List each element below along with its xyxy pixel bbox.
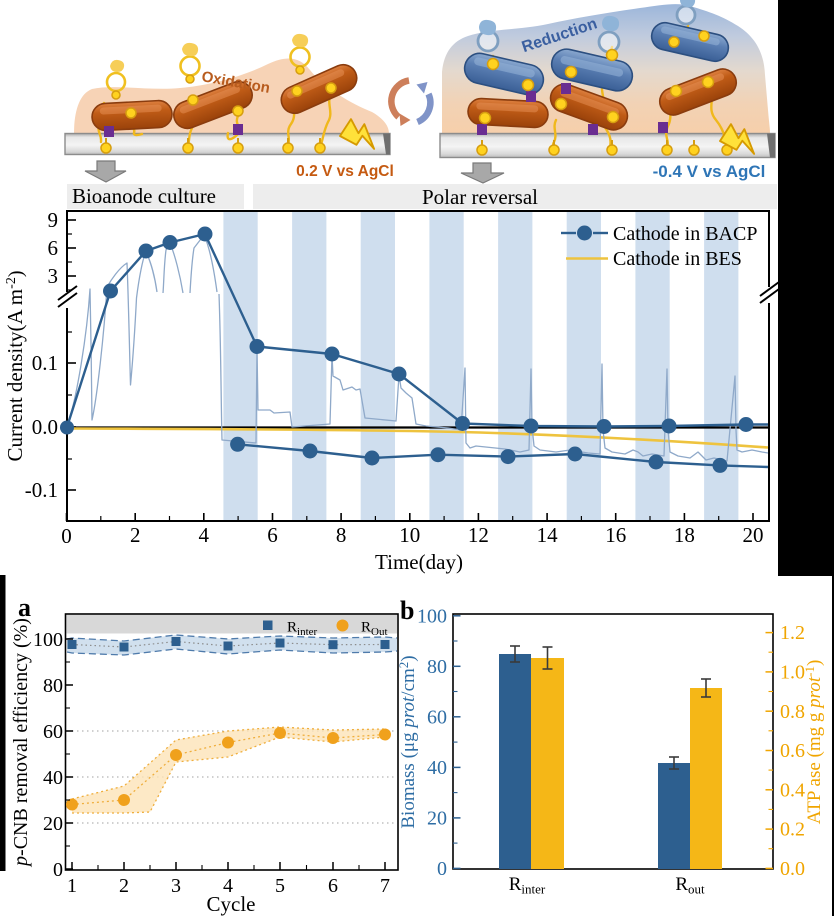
svg-text:0.4: 0.4 bbox=[780, 780, 805, 802]
svg-text:5: 5 bbox=[275, 875, 285, 897]
svg-text:0: 0 bbox=[61, 524, 72, 548]
svg-text:1: 1 bbox=[67, 875, 77, 897]
svg-text:80: 80 bbox=[43, 675, 63, 697]
svg-text:Cathode in BACP: Cathode in BACP bbox=[613, 223, 757, 245]
svg-text:12: 12 bbox=[468, 523, 489, 547]
svg-text:4: 4 bbox=[199, 523, 210, 547]
svg-text:3: 3 bbox=[48, 264, 59, 288]
svg-text:Cycle: Cycle bbox=[207, 892, 256, 916]
svg-text:16: 16 bbox=[605, 523, 626, 547]
svg-text:Rout: Rout bbox=[675, 874, 705, 897]
svg-text:40: 40 bbox=[43, 767, 63, 789]
svg-text:2: 2 bbox=[119, 875, 129, 897]
svg-text:-0.4 V vs AgCl: -0.4 V vs AgCl bbox=[653, 162, 766, 181]
svg-text:0.0: 0.0 bbox=[32, 415, 58, 439]
svg-text:6: 6 bbox=[267, 523, 278, 547]
svg-text:Cathode in BES: Cathode in BES bbox=[613, 248, 742, 270]
svg-text:80: 80 bbox=[427, 656, 447, 678]
svg-text:0.2 V vs AgCl: 0.2 V vs AgCl bbox=[296, 163, 394, 180]
svg-text:0: 0 bbox=[437, 858, 447, 880]
svg-text:18: 18 bbox=[674, 523, 695, 547]
svg-text:20: 20 bbox=[427, 808, 447, 830]
svg-text:a: a bbox=[18, 593, 31, 622]
svg-text:Polar reversal: Polar reversal bbox=[422, 185, 538, 209]
svg-text:8: 8 bbox=[336, 523, 347, 547]
svg-text:Bioanode culture: Bioanode culture bbox=[72, 184, 216, 208]
svg-text:Time(day): Time(day) bbox=[375, 550, 463, 574]
svg-text:100: 100 bbox=[33, 629, 63, 651]
svg-text:20: 20 bbox=[43, 813, 63, 835]
svg-text:6: 6 bbox=[48, 236, 59, 260]
svg-text:Rinter: Rinter bbox=[509, 874, 546, 897]
svg-text:14: 14 bbox=[537, 523, 559, 547]
svg-text:0.2: 0.2 bbox=[780, 819, 805, 841]
svg-text:b: b bbox=[400, 596, 414, 625]
svg-text:Biomass (μg prot/cm2): Biomass (μg prot/cm2) bbox=[396, 655, 419, 828]
svg-text:ROut: ROut bbox=[361, 620, 388, 639]
svg-text:20: 20 bbox=[743, 523, 764, 547]
svg-text:7: 7 bbox=[380, 875, 390, 897]
svg-text:60: 60 bbox=[427, 707, 447, 729]
svg-text:0.0: 0.0 bbox=[780, 858, 805, 880]
svg-text:Current density(A m-2): Current density(A m-2) bbox=[3, 271, 27, 462]
svg-text:0.1: 0.1 bbox=[32, 351, 58, 375]
svg-text:1.2: 1.2 bbox=[780, 622, 805, 644]
svg-text:6: 6 bbox=[328, 875, 338, 897]
svg-text:40: 40 bbox=[427, 757, 447, 779]
svg-text:10: 10 bbox=[399, 523, 420, 547]
svg-text:0.6: 0.6 bbox=[780, 740, 805, 762]
svg-text:p-CNB removal efficiency (%): p-CNB removal efficiency (%) bbox=[10, 618, 32, 868]
svg-text:60: 60 bbox=[43, 721, 63, 743]
svg-text:0.8: 0.8 bbox=[780, 701, 805, 723]
svg-text:4: 4 bbox=[223, 875, 233, 897]
svg-text:3: 3 bbox=[171, 875, 181, 897]
svg-text:2: 2 bbox=[130, 523, 141, 547]
svg-text:-0.1: -0.1 bbox=[25, 478, 58, 502]
svg-text:ATP ase (mg g prot-1): ATP ase (mg g prot-1) bbox=[802, 660, 825, 825]
svg-text:100: 100 bbox=[417, 606, 447, 628]
svg-text:9: 9 bbox=[48, 208, 59, 232]
svg-text:1.0: 1.0 bbox=[780, 662, 805, 684]
svg-text:0: 0 bbox=[53, 859, 63, 881]
